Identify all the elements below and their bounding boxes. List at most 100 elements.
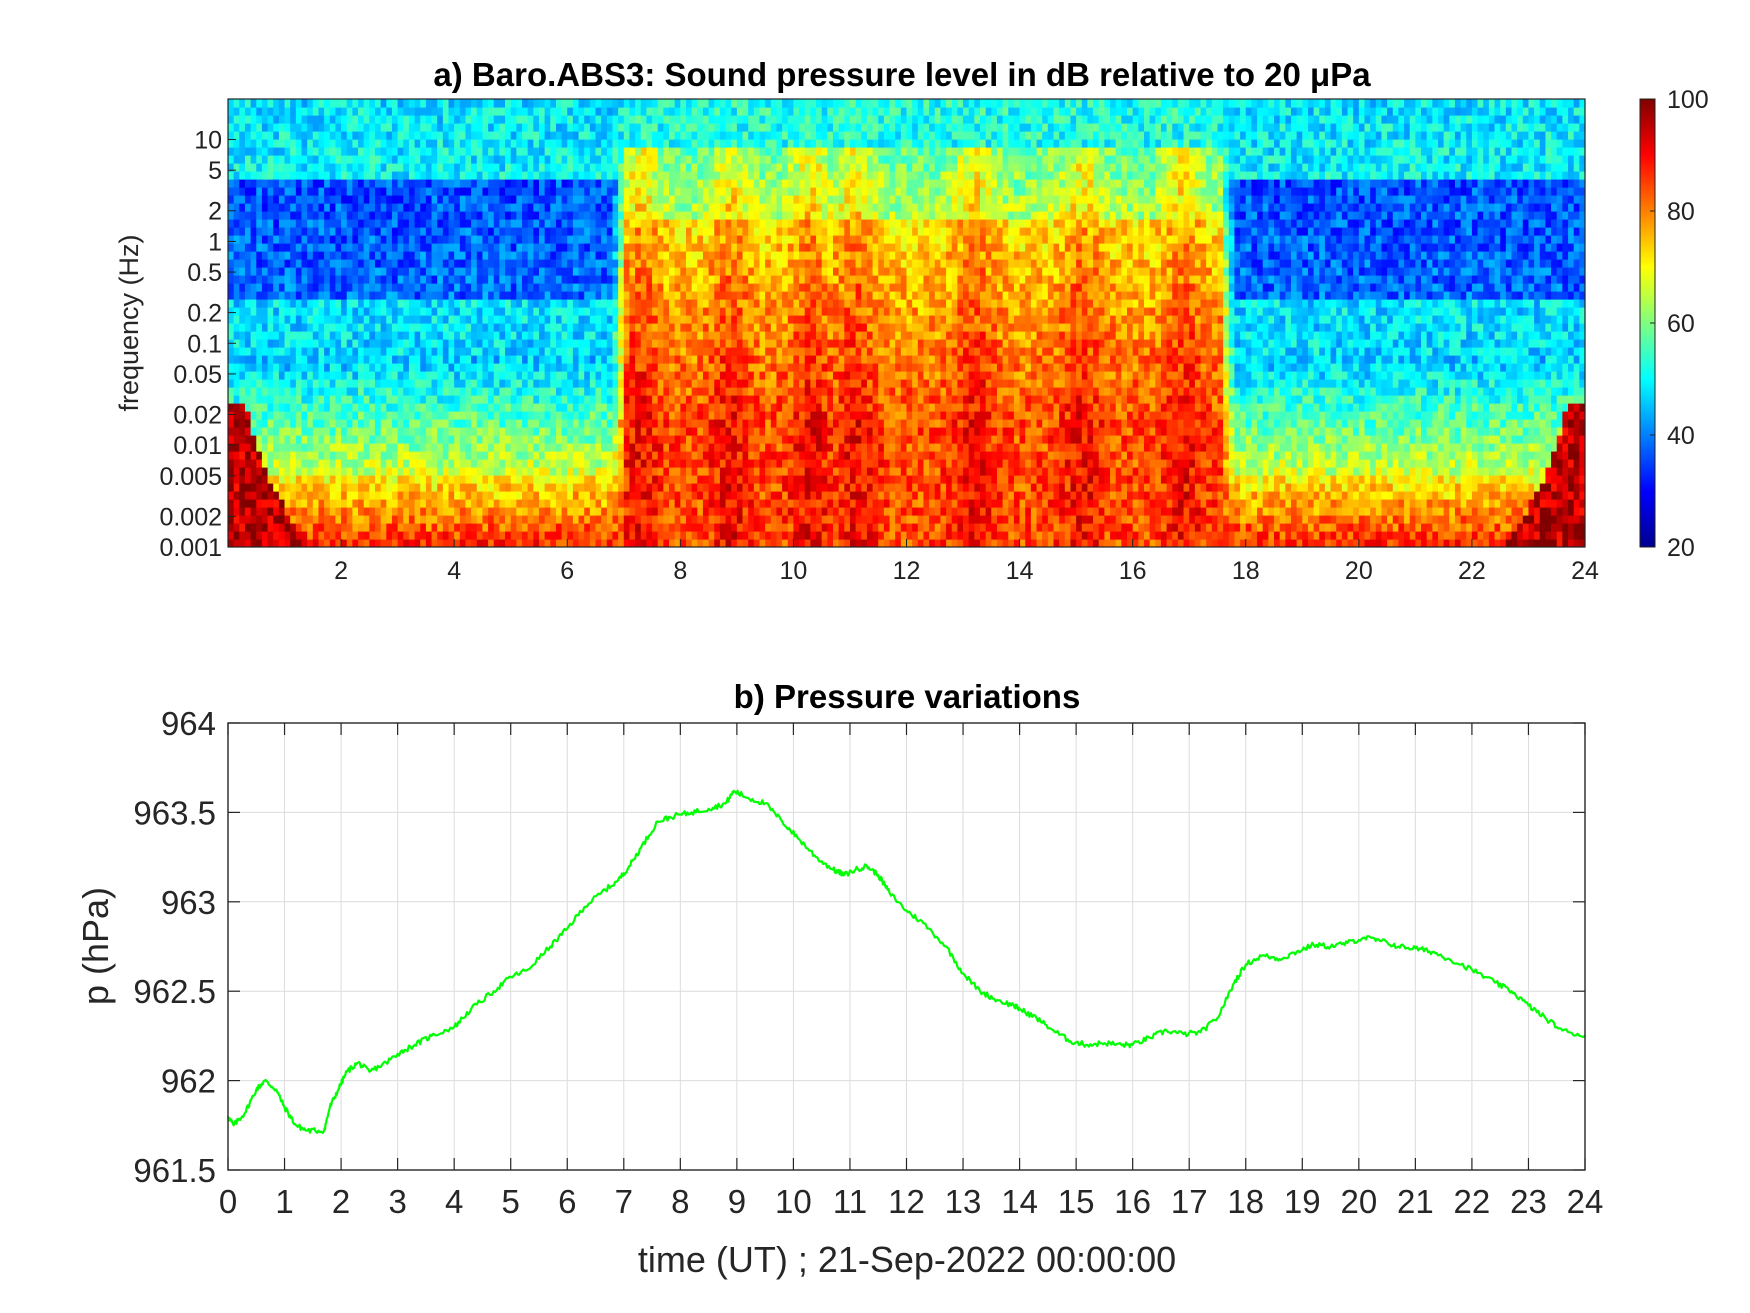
spectrogram-cell bbox=[250, 483, 257, 492]
spectrogram-cell bbox=[329, 147, 337, 156]
spectrogram-cell bbox=[476, 171, 484, 180]
spectrogram-cell bbox=[623, 187, 631, 196]
spectrogram-cell bbox=[329, 227, 337, 236]
spectrogram-cell bbox=[403, 395, 410, 404]
spectrogram-cell bbox=[567, 107, 574, 116]
spectrogram-cell bbox=[437, 475, 444, 484]
spectrogram-cell bbox=[589, 171, 597, 180]
spectrogram-cell bbox=[674, 371, 681, 380]
spectrogram-cell bbox=[674, 515, 681, 524]
spectrogram-cell bbox=[652, 147, 659, 156]
spectrogram-cell bbox=[702, 451, 710, 460]
spectrogram-cell bbox=[516, 483, 523, 492]
spectrogram-cell bbox=[719, 251, 727, 260]
spectrogram-cell bbox=[431, 139, 438, 148]
spectrogram-cell bbox=[584, 163, 591, 172]
spectrogram-cell bbox=[380, 219, 387, 228]
spectrogram-cell bbox=[663, 347, 670, 356]
spectrogram-cell bbox=[635, 403, 642, 412]
spectrogram-cell bbox=[346, 299, 353, 308]
spectrogram-cell bbox=[555, 363, 563, 372]
spectrogram-cell bbox=[290, 435, 297, 444]
spectrogram-cell bbox=[527, 371, 534, 380]
spectrogram-cell bbox=[391, 419, 399, 428]
spectrogram-cell bbox=[256, 147, 263, 156]
spectrogram-cell bbox=[420, 483, 427, 492]
spectrogram-cell bbox=[550, 99, 557, 108]
spectrogram-cell bbox=[256, 467, 263, 476]
spectrogram-cell bbox=[318, 107, 325, 116]
spectrogram-cell bbox=[499, 299, 506, 308]
spectrogram-cell bbox=[646, 443, 653, 452]
spectrogram-cell bbox=[702, 251, 710, 260]
spectrogram-cell bbox=[386, 107, 393, 116]
spectrogram-cell bbox=[301, 243, 308, 252]
spectrogram-cell bbox=[346, 179, 353, 188]
spectrogram-cell bbox=[324, 171, 331, 180]
spectrogram-cell bbox=[719, 99, 727, 108]
spectrogram-cell bbox=[358, 131, 365, 140]
spectrogram-cell bbox=[239, 323, 246, 332]
spectrogram-cell bbox=[550, 259, 557, 268]
spectrogram-cell bbox=[550, 331, 557, 340]
spectrogram-cell bbox=[522, 251, 529, 260]
spectrogram-cell bbox=[538, 203, 546, 212]
spectrogram-cell bbox=[669, 195, 676, 204]
spectrogram-cell bbox=[386, 187, 393, 196]
spectrogram-cell bbox=[295, 115, 303, 124]
spectrogram-cell bbox=[680, 291, 687, 300]
spectrogram-cell bbox=[437, 195, 444, 204]
spectrogram-cell bbox=[635, 259, 642, 268]
spectrogram-cell bbox=[420, 203, 427, 212]
spectrogram-cell bbox=[397, 227, 404, 236]
spectrogram-cell bbox=[273, 235, 280, 244]
spectrogram-cell bbox=[595, 227, 602, 236]
spectrogram-cell bbox=[476, 115, 484, 124]
spectrogram-cell bbox=[318, 523, 325, 532]
spectrogram-cell bbox=[391, 283, 399, 292]
spectrogram-cell bbox=[284, 459, 291, 468]
spectrogram-cell bbox=[482, 259, 489, 268]
spectrogram-cell bbox=[561, 515, 568, 524]
spectrogram-cell bbox=[273, 531, 280, 540]
spectrogram-cell bbox=[657, 411, 664, 420]
spectrogram-cell bbox=[578, 467, 585, 476]
spectrogram-cell bbox=[414, 323, 421, 332]
spectrogram-cell bbox=[448, 251, 455, 260]
spectrogram-cell bbox=[358, 315, 365, 324]
spectrogram-cell bbox=[363, 323, 370, 332]
spectrogram-cell bbox=[318, 331, 325, 340]
spectrogram-cell bbox=[442, 115, 450, 124]
spectrogram-cell bbox=[386, 163, 393, 172]
spectrogram-cell bbox=[448, 515, 455, 524]
spectrogram-cell bbox=[578, 99, 585, 108]
spectrogram-cell bbox=[431, 411, 438, 420]
spectrogram-cell bbox=[533, 171, 540, 180]
spectrogram-cell bbox=[346, 419, 353, 428]
spectrogram-cell bbox=[386, 451, 393, 460]
spectrogram-cell bbox=[527, 163, 534, 172]
spectrogram-cell bbox=[561, 283, 568, 292]
spectrogram-cell bbox=[278, 539, 286, 547]
spectrogram-cell bbox=[544, 531, 551, 540]
spectrogram-cell bbox=[448, 203, 455, 212]
spectrogram-cell bbox=[386, 227, 393, 236]
spectrogram-cell bbox=[318, 219, 325, 228]
spectrogram-cell bbox=[267, 475, 274, 484]
spectrogram-cell bbox=[290, 131, 297, 140]
spectrogram-cell bbox=[635, 395, 642, 404]
spectrogram-cell bbox=[555, 403, 563, 412]
spectrogram-cell bbox=[329, 299, 337, 308]
spectrogram-cell bbox=[273, 435, 280, 444]
spectrogram-cell bbox=[510, 291, 517, 300]
spectrogram-cell bbox=[312, 539, 320, 547]
spectrogram-cell bbox=[256, 99, 263, 108]
spectrogram-cell bbox=[267, 315, 274, 324]
spectrogram-cell bbox=[363, 139, 370, 148]
spectrogram-cell bbox=[629, 187, 636, 196]
spectrogram-cell bbox=[363, 459, 370, 468]
spectrogram-cell bbox=[335, 475, 342, 484]
spectrogram-cell bbox=[522, 283, 529, 292]
spectrogram-cell bbox=[538, 539, 546, 547]
spectrogram-cell bbox=[488, 259, 495, 268]
